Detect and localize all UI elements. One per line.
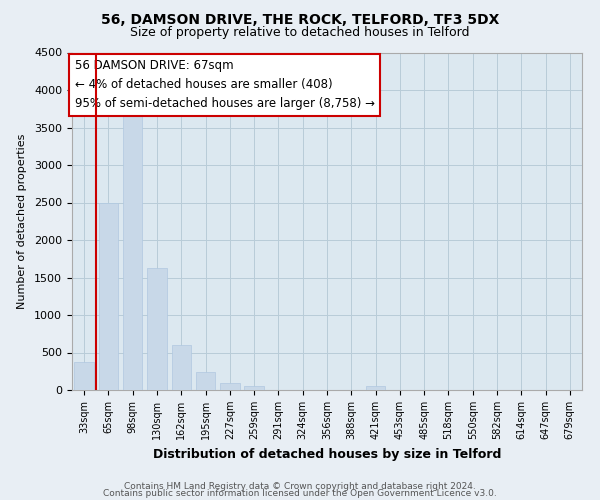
Text: Contains public sector information licensed under the Open Government Licence v3: Contains public sector information licen… xyxy=(103,490,497,498)
Bar xyxy=(196,372,215,390)
Bar xyxy=(123,111,142,390)
Y-axis label: Number of detached properties: Number of detached properties xyxy=(17,134,27,309)
Bar xyxy=(99,202,118,390)
Text: Contains HM Land Registry data © Crown copyright and database right 2024.: Contains HM Land Registry data © Crown c… xyxy=(124,482,476,491)
Text: 56, DAMSON DRIVE, THE ROCK, TELFORD, TF3 5DX: 56, DAMSON DRIVE, THE ROCK, TELFORD, TF3… xyxy=(101,12,499,26)
Bar xyxy=(220,383,239,390)
Bar xyxy=(147,268,167,390)
Text: 56 DAMSON DRIVE: 67sqm
← 4% of detached houses are smaller (408)
95% of semi-det: 56 DAMSON DRIVE: 67sqm ← 4% of detached … xyxy=(74,59,374,110)
Bar xyxy=(172,345,191,390)
Bar xyxy=(244,386,264,390)
Bar xyxy=(74,362,94,390)
Text: Size of property relative to detached houses in Telford: Size of property relative to detached ho… xyxy=(130,26,470,39)
Bar xyxy=(366,386,385,390)
X-axis label: Distribution of detached houses by size in Telford: Distribution of detached houses by size … xyxy=(153,448,501,460)
